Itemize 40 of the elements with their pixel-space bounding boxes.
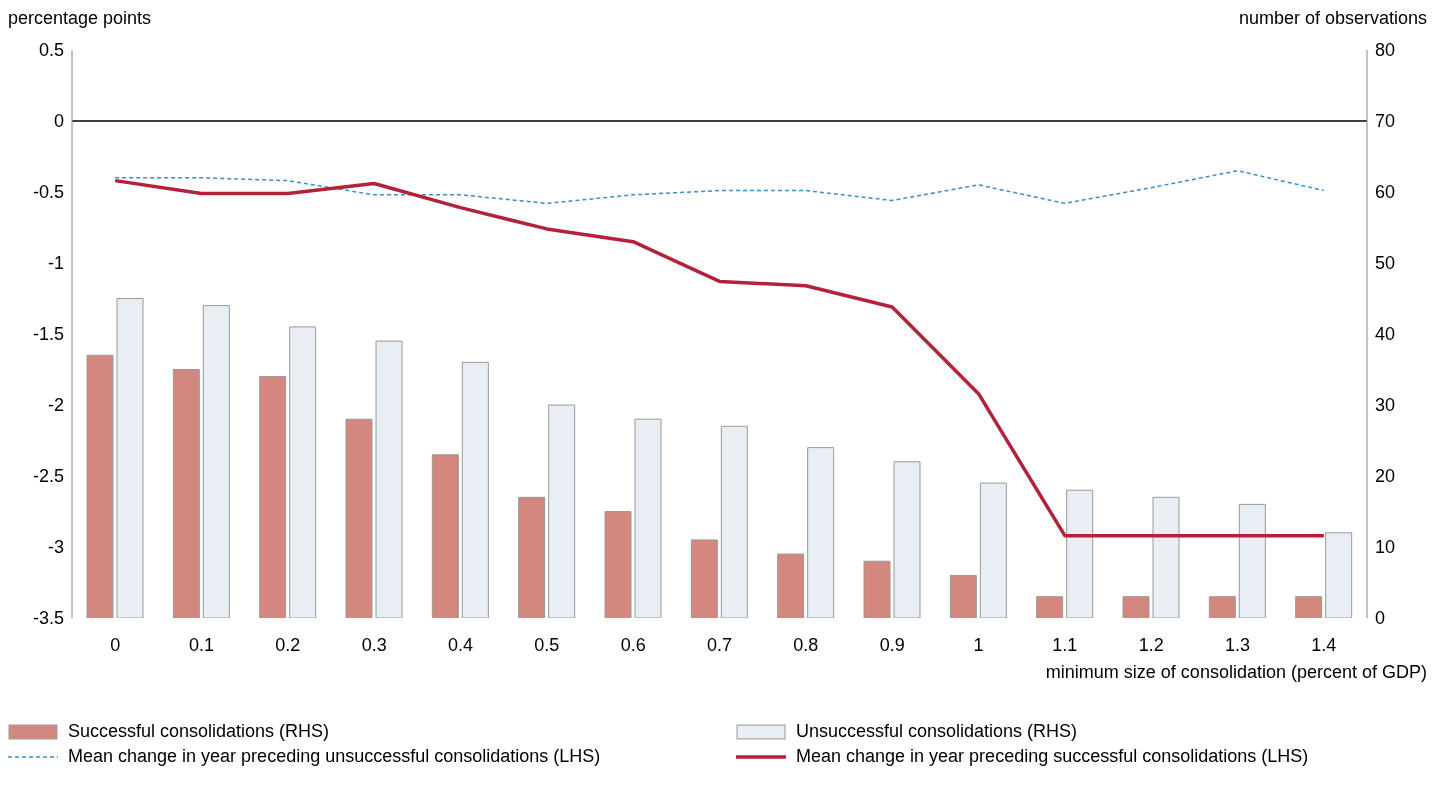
- legend-label: Unsuccessful consolidations (RHS): [796, 721, 1078, 742]
- y2-tick-label: 70: [1375, 111, 1396, 132]
- x-tick-label: 0.6: [620, 634, 646, 655]
- x-tick-label: 1.2: [1138, 634, 1164, 655]
- y-tick-label: -2: [47, 395, 64, 416]
- y2-tick-label: 10: [1375, 537, 1396, 558]
- y-tick-label: -3.5: [32, 608, 64, 629]
- y-axis-title: percentage points: [8, 8, 152, 30]
- x-tick-label: 1: [973, 634, 984, 655]
- x-tick-label: 0.9: [879, 634, 905, 655]
- y-tick-label: -1.5: [32, 324, 64, 345]
- x-tick-label: 0: [110, 634, 121, 655]
- legend-label: Mean change in year preceding successful consolidations (LHS): [796, 746, 1309, 767]
- y-tick-label: -3: [47, 537, 64, 558]
- y2-tick-label: 50: [1375, 253, 1396, 274]
- y2-tick-label: 20: [1375, 466, 1396, 487]
- y-tick-label: 0: [53, 111, 64, 132]
- y-tick-label: -1: [47, 253, 64, 274]
- x-tick-label: 0.5: [534, 634, 560, 655]
- x-axis-title: minimum size of consolidation (percent of GDP): [1044, 662, 1427, 683]
- x-tick-label: 0.4: [447, 634, 474, 655]
- y-tick-label: 0.5: [38, 40, 64, 61]
- legend-label: Mean change in year preceding unsuccessful consolidations (LHS): [68, 746, 601, 767]
- y2-tick-label: 40: [1375, 324, 1396, 345]
- x-tick-label: 1.1: [1052, 634, 1078, 655]
- x-tick-label: 0.2: [275, 634, 301, 655]
- y2-tick-label: 80: [1375, 40, 1396, 61]
- y-tick-label: -0.5: [32, 182, 64, 203]
- x-tick-label: 1.4: [1311, 634, 1337, 655]
- y2-tick-label: 0: [1375, 608, 1386, 629]
- x-tick-label: 0.8: [793, 634, 819, 655]
- x-tick-label: 0.3: [361, 634, 387, 655]
- x-tick-label: 1.3: [1224, 634, 1251, 655]
- legend-label: Successful consolidations (RHS): [68, 721, 330, 742]
- y2-tick-label: 60: [1375, 182, 1396, 203]
- x-tick-label: 0.1: [188, 634, 215, 655]
- y2-axis-title: number of observations: [1238, 8, 1427, 30]
- x-tick-label: 0.7: [706, 634, 733, 655]
- y-tick-label: -2.5: [32, 466, 64, 487]
- y2-tick-label: 30: [1375, 395, 1396, 416]
